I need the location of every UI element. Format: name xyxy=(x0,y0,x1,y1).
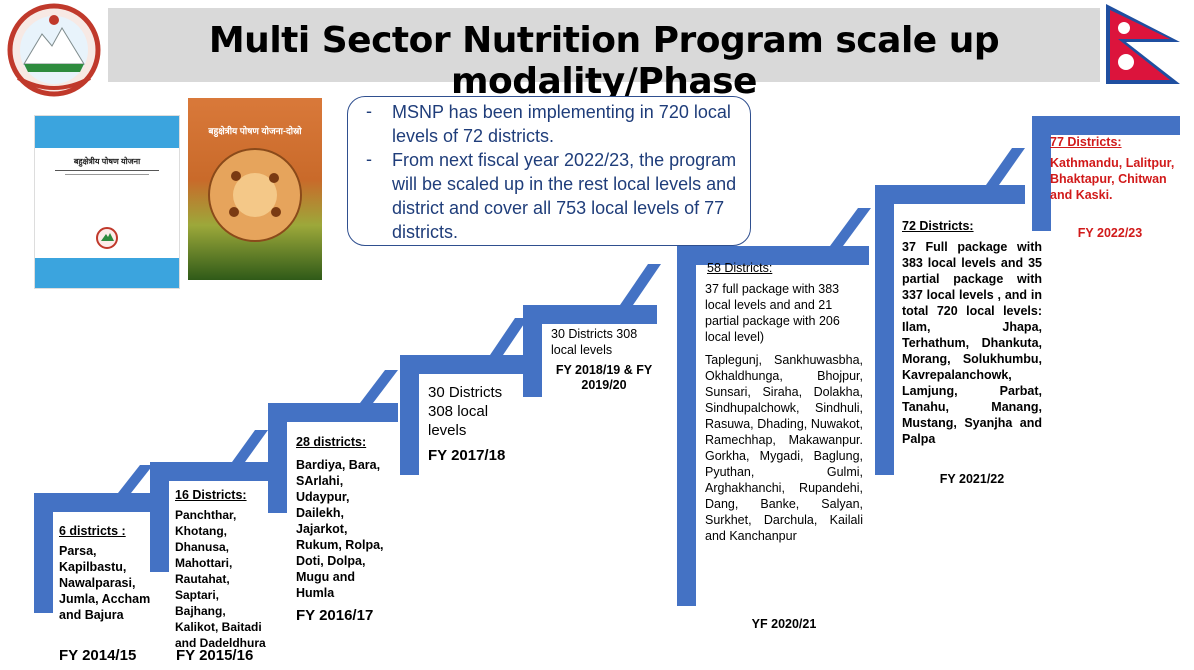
step1-districts: Parsa, Kapilbastu, Nawalparasi, Jumla, A… xyxy=(59,544,151,622)
step6-heading: 58 Districts: xyxy=(707,261,773,275)
step7-fy: FY 2021/22 xyxy=(939,472,1005,486)
step5-heading: 30 Districts 308 local levels xyxy=(551,327,638,357)
nepal-emblem-icon xyxy=(7,3,101,97)
step7-districts: 37 Full package with 383 local levels an… xyxy=(902,240,1042,446)
step8-heading: 77 Districts: xyxy=(1050,135,1122,149)
book-cover-2: बहुक्षेत्रीय पोषण योजना-दोस्रो xyxy=(188,98,322,280)
step6-districts: Taplegunj, Sankhuwasbha, Okhaldhunga, Bh… xyxy=(705,353,863,543)
step3-fy: FY 2016/17 xyxy=(296,607,374,624)
step3-districts: Bardiya, Bara, SArlahi, Udaypur, Dailekh… xyxy=(296,458,384,600)
book2-title: बहुक्षेत्रीय पोषण योजना-दोस्रो xyxy=(208,126,302,136)
step7-heading: 72 Districts: xyxy=(902,219,974,233)
step6-detail: 37 full package with 383 local levels an… xyxy=(705,282,840,344)
book1-emblem-icon xyxy=(96,227,118,249)
book2-illustration-icon xyxy=(208,148,302,242)
book1-title: बहुक्षेत्रीय पोषण योजना xyxy=(73,157,141,166)
step4-fy: FY 2017/18 xyxy=(428,447,506,464)
step5-fy: FY 2018/19 & FY 2019/20 xyxy=(555,363,653,392)
step6-fy: YF 2020/21 xyxy=(751,617,817,631)
step3-heading: 28 districts: xyxy=(296,435,367,449)
step1-heading: 6 districts : xyxy=(59,524,126,538)
callout-bullet-2: From next fiscal year 2022/23, the progr… xyxy=(392,150,737,242)
step2-fy: FY 2015/16 xyxy=(176,647,254,664)
book-cover-1: बहुक्षेत्रीय पोषण योजना xyxy=(34,115,180,289)
step8-districts: Kathmandu, Lalitpur, Bhaktapur, Chitwan … xyxy=(1050,156,1175,202)
nepal-flag-icon xyxy=(1106,4,1180,84)
step1-fy: FY 2014/15 xyxy=(59,647,137,664)
callout-bullet-1: MSNP has been implementing in 720 local … xyxy=(392,102,731,146)
title-bar xyxy=(108,8,1100,82)
step2-districts: Panchthar, Khotang, Dhanusa, Mahottari, … xyxy=(175,508,266,650)
step4-heading: 30 Districts 308 local levels xyxy=(428,384,503,439)
step2-heading: 16 Districts: xyxy=(175,488,247,502)
callout-box: - MSNP has been implementing in 720 loca… xyxy=(347,96,751,246)
page-title: Multi Sector Nutrition Program scale up … xyxy=(208,20,1000,102)
step8-fy: FY 2022/23 xyxy=(1077,226,1143,240)
